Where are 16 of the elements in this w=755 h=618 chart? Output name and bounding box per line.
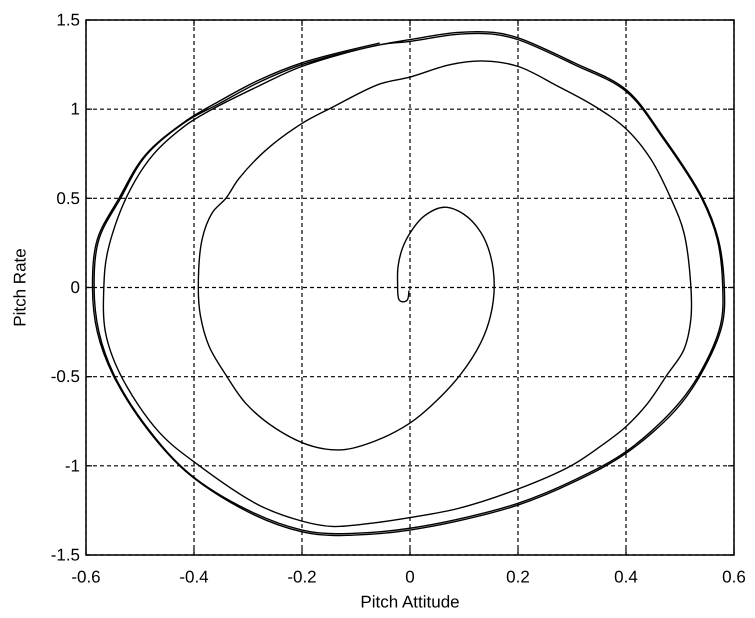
y-axis-title: Pitch Rate [10, 248, 30, 327]
x-tick-label: -0.6 [71, 568, 101, 586]
x-tick-label: 0.4 [614, 568, 638, 586]
x-tick-label: 0.6 [722, 568, 746, 586]
y-tick-label: 0 [70, 278, 80, 297]
x-tick-label: -0.2 [287, 568, 317, 586]
y-tick-label: -0.5 [50, 367, 80, 386]
y-tick-label: 0.5 [56, 188, 80, 208]
y-tick-label: -1.5 [50, 546, 80, 564]
y-tick-label: 1.5 [56, 10, 80, 30]
x-tick-label: 0.2 [506, 568, 530, 586]
x-tick-label: -0.4 [179, 568, 209, 586]
y-tick-label: -1 [64, 456, 80, 476]
y-tick-label: 1 [70, 100, 80, 119]
x-axis-title: Pitch Attitude [360, 592, 460, 612]
x-tick-label: 0 [405, 568, 415, 586]
